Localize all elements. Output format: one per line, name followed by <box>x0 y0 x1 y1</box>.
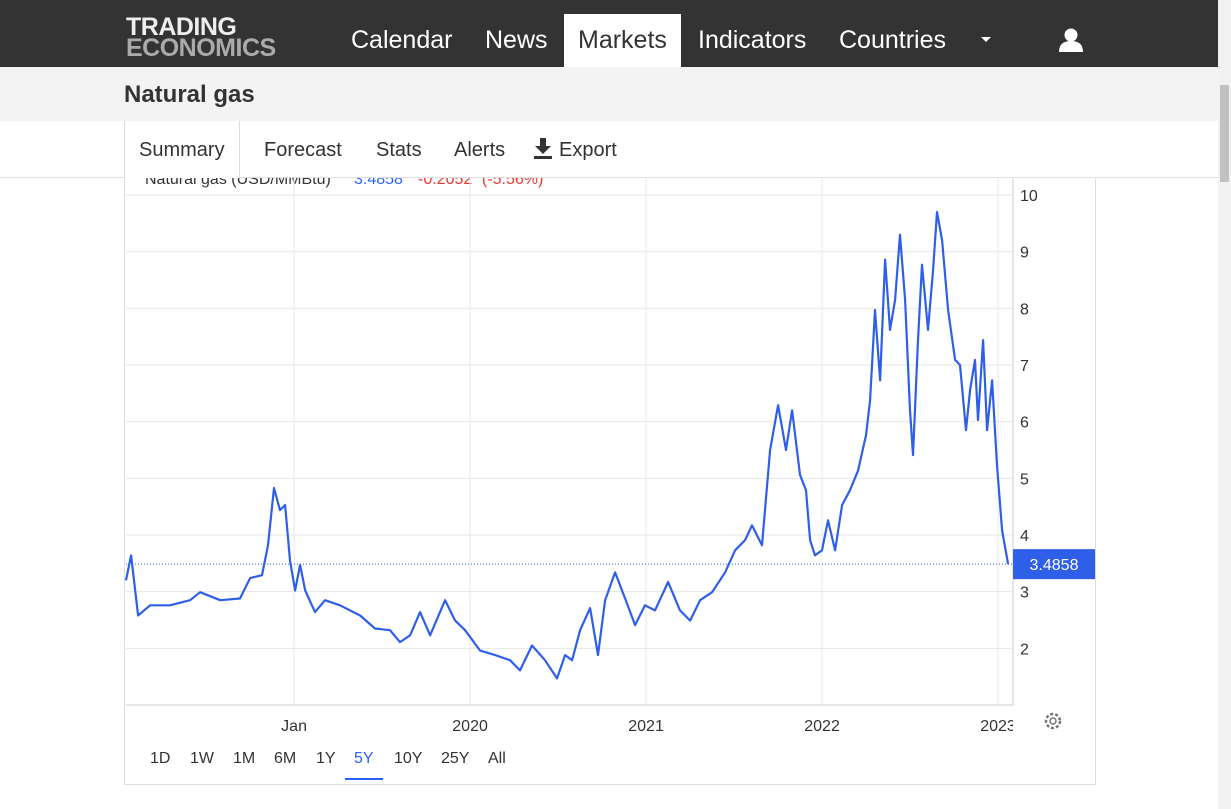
nav-item[interactable]: Countries <box>839 26 946 54</box>
logo[interactable]: ECONOMICS <box>126 34 276 62</box>
y-tick-label: 7 <box>1020 358 1029 375</box>
title-bar: Natural gas <box>0 67 1218 122</box>
dropdown-caret[interactable] <box>980 36 992 44</box>
page-title: Natural gas <box>124 81 255 108</box>
x-tick-label: 2020 <box>452 718 488 735</box>
range-button[interactable]: 5Y <box>345 750 383 780</box>
range-button[interactable]: 1D <box>150 750 171 767</box>
range-button[interactable]: 1W <box>190 750 214 767</box>
nav-item[interactable]: Calendar <box>351 26 453 54</box>
settings-icon[interactable] <box>1044 712 1062 730</box>
y-tick-label: 2 <box>1020 641 1029 658</box>
user-icon[interactable] <box>1058 27 1084 53</box>
x-axis: Jan 2020 2021 2022 2023 <box>281 718 1016 735</box>
y-tick-label: 5 <box>1020 471 1029 488</box>
tab-bar: Summary Forecast Stats Alerts Export <box>0 121 1218 178</box>
nav-item[interactable]: Markets <box>564 14 681 67</box>
tab[interactable]: Summary <box>124 121 240 178</box>
x-tick-label: 2023 <box>980 718 1016 735</box>
range-button[interactable]: 1M <box>233 750 256 767</box>
export-icon[interactable] <box>533 138 553 160</box>
y-tick-label: 3 <box>1020 585 1029 602</box>
y-tick-label: 4 <box>1020 528 1029 545</box>
nav-item[interactable]: Indicators <box>698 26 807 54</box>
range-button[interactable]: 10Y <box>394 750 423 767</box>
chart-box <box>124 150 1096 785</box>
tab[interactable]: Alerts <box>454 139 506 161</box>
x-tick-label: 2022 <box>804 718 840 735</box>
tab[interactable]: Export <box>559 139 617 161</box>
scrollbar <box>1218 0 1231 809</box>
scroll-thumb[interactable] <box>1220 85 1229 182</box>
y-tick-label: 9 <box>1020 245 1029 262</box>
range-button[interactable]: 25Y <box>441 750 470 767</box>
tab[interactable]: Forecast <box>264 139 342 161</box>
last-price-box <box>1013 549 1095 580</box>
x-tick-label: Jan <box>281 718 307 735</box>
y-tick-label: 8 <box>1020 301 1029 318</box>
range-button[interactable]: All <box>488 750 506 767</box>
x-tick-label: 2021 <box>628 718 664 735</box>
range-button[interactable]: 1Y <box>316 750 336 767</box>
y-tick-label: 6 <box>1020 415 1029 432</box>
top-nav: TRADING ECONOMICS Calendar News Markets … <box>0 0 1218 67</box>
logo[interactable]: TRADING <box>126 13 237 41</box>
last-price-label: 3.4858 <box>1030 557 1079 574</box>
tab[interactable]: Stats <box>376 139 422 161</box>
price-line <box>124 210 1010 680</box>
nav-item[interactable]: News <box>485 26 548 54</box>
y-tick-label: 10 <box>1020 188 1038 205</box>
range-button[interactable]: 6M <box>274 750 297 767</box>
